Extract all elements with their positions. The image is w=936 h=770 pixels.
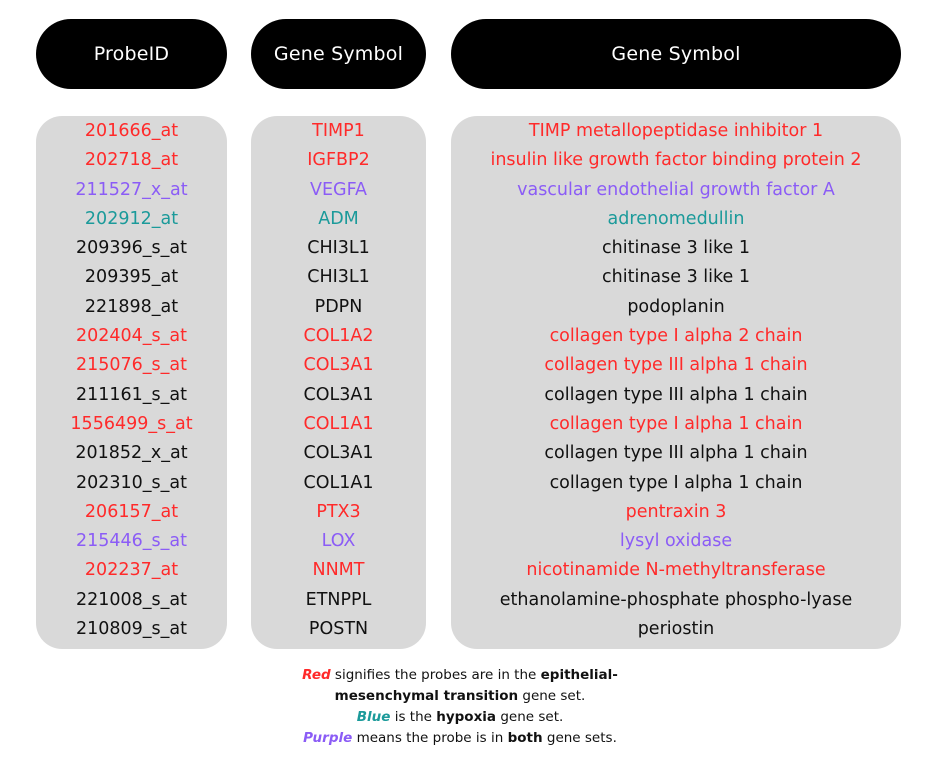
probe-id-list: 201666_at 202718_at 211527_x_at 202912_at 20… bbox=[36, 117, 227, 644]
gene-name-cell: collagen type I alpha 2 chain bbox=[549, 326, 803, 347]
probe-id-cell: 202310_s_at bbox=[75, 472, 187, 493]
legend-line-purple: Purple means the probe is in both gene s… bbox=[250, 728, 670, 749]
gene-symbol-cell: VEGFA bbox=[309, 179, 368, 200]
probe-id-cell: 1556499_s_at bbox=[70, 413, 193, 434]
legend-blue-text: is the bbox=[390, 709, 437, 725]
gene-name-panel bbox=[451, 116, 901, 649]
header-gene-symbol: Gene Symbol bbox=[251, 19, 426, 89]
legend: Red signifies the probes are in the epit… bbox=[250, 665, 670, 749]
probe-id-cell: 209395_at bbox=[84, 267, 179, 288]
gene-symbol-cell: CHI3L1 bbox=[307, 267, 370, 288]
gene-name-cell: chitinase 3 like 1 bbox=[602, 267, 750, 288]
legend-purple-text-end: gene sets. bbox=[542, 730, 617, 746]
gene-symbol-cell: POSTN bbox=[308, 619, 369, 640]
gene-name-cell: collagen type I alpha 1 chain bbox=[549, 472, 803, 493]
gene-name-cell: periostin bbox=[637, 619, 715, 640]
legend-purple-text: means the probe is in bbox=[352, 730, 508, 746]
probe-id-cell: 202912_at bbox=[84, 208, 179, 229]
probe-id-cell: 201666_at bbox=[84, 121, 179, 141]
probe-id-panel bbox=[36, 116, 227, 649]
legend-blue-text-end: gene set. bbox=[496, 709, 564, 725]
legend-blue-gene-set: hypoxia bbox=[436, 709, 497, 725]
legend-red-gene-set: epithelial-mesenchymal transition bbox=[334, 667, 618, 704]
legend-line-red: Red signifies the probes are in the epit… bbox=[250, 665, 670, 707]
probe-id-cell: 211161_s_at bbox=[75, 384, 187, 405]
probe-id-cell: 211527_x_at bbox=[75, 179, 188, 200]
gene-name-cell: collagen type III alpha 1 chain bbox=[544, 443, 808, 464]
gene-name-cell: lysyl oxidase bbox=[619, 531, 733, 552]
probe-id-cell: 202718_at bbox=[84, 150, 179, 171]
gene-name-cell: collagen type III alpha 1 chain bbox=[544, 355, 808, 376]
gene-name-cell: chitinase 3 like 1 bbox=[602, 238, 750, 259]
legend-red-text: signifies the probes are in the bbox=[330, 667, 541, 683]
gene-symbol-cell: ADM bbox=[318, 208, 359, 229]
gene-symbol-cell: ETNPPL bbox=[305, 589, 372, 610]
gene-symbol-cell: NNMT bbox=[312, 560, 365, 581]
gene-symbol-list: TIMP1 IGFBP2 VEGFA ADM CHI3L1 CHI3L1 PDPN COL1A… bbox=[251, 117, 426, 644]
gene-name-cell: collagen type I alpha 1 chain bbox=[549, 413, 803, 434]
gene-symbol-cell: COL1A2 bbox=[303, 326, 374, 347]
probe-id-cell: 202237_at bbox=[84, 560, 179, 581]
gene-name-cell: insulin like growth factor binding prote… bbox=[490, 150, 862, 171]
gene-symbol-cell: CHI3L1 bbox=[307, 238, 370, 259]
probe-id-cell: 215446_s_at bbox=[75, 531, 187, 552]
probe-id-cell: 221898_at bbox=[84, 296, 179, 317]
probe-id-cell: 221008_s_at bbox=[75, 589, 187, 610]
gene-name-cell: vascular endothelial growth factor A bbox=[517, 179, 835, 200]
gene-symbol-cell: PDPN bbox=[314, 296, 363, 317]
gene-symbol-cell: LOX bbox=[321, 531, 356, 552]
gene-symbol-cell: PTX3 bbox=[316, 501, 361, 522]
gene-symbol-cell: COL1A1 bbox=[303, 472, 374, 493]
gene-symbol-cell: COL3A1 bbox=[303, 355, 374, 376]
header-gene-name: Gene Symbol bbox=[451, 19, 901, 89]
probe-id-cell: 206157_at bbox=[84, 501, 179, 522]
probe-id-cell: 215076_s_at bbox=[75, 355, 187, 376]
gene-symbol-cell: IGFBP2 bbox=[307, 150, 370, 171]
probe-id-cell: 210809_s_at bbox=[75, 619, 187, 640]
gene-symbol-panel bbox=[251, 116, 426, 649]
gene-symbol-cell: TIMP1 bbox=[312, 121, 365, 141]
gene-name-cell: nicotinamide N-methyltransferase bbox=[526, 560, 826, 581]
gene-name-cell: podoplanin bbox=[627, 296, 725, 317]
probe-id-cell: 209396_s_at bbox=[75, 238, 187, 259]
gene-name-cell: collagen type III alpha 1 chain bbox=[544, 384, 808, 405]
legend-purple-keyword: Purple bbox=[303, 730, 353, 746]
gene-symbol-cell: COL3A1 bbox=[303, 443, 374, 464]
gene-name-list: TIMP metallopeptidase inhibitor 1 insulin… bbox=[451, 117, 901, 644]
header-probe-id: ProbeID bbox=[36, 19, 227, 89]
gene-name-cell: TIMP metallopeptidase inhibitor 1 bbox=[528, 121, 824, 141]
legend-red-keyword: Red bbox=[302, 667, 331, 683]
gene-symbol-cell: COL1A1 bbox=[303, 413, 374, 434]
gene-name-cell: pentraxin 3 bbox=[625, 501, 727, 522]
gene-name-cell: ethanolamine-phosphate phospho-lyase bbox=[499, 589, 853, 610]
legend-red-text-end: gene set. bbox=[518, 688, 586, 704]
probe-id-cell: 202404_s_at bbox=[75, 326, 187, 347]
legend-blue-keyword: Blue bbox=[356, 709, 391, 725]
legend-purple-both: both bbox=[507, 730, 543, 746]
legend-line-blue: Blue is the hypoxia gene set. bbox=[250, 707, 670, 728]
gene-name-cell: adrenomedullin bbox=[607, 208, 745, 229]
probe-id-cell: 201852_x_at bbox=[75, 443, 188, 464]
gene-symbol-cell: COL3A1 bbox=[303, 384, 374, 405]
